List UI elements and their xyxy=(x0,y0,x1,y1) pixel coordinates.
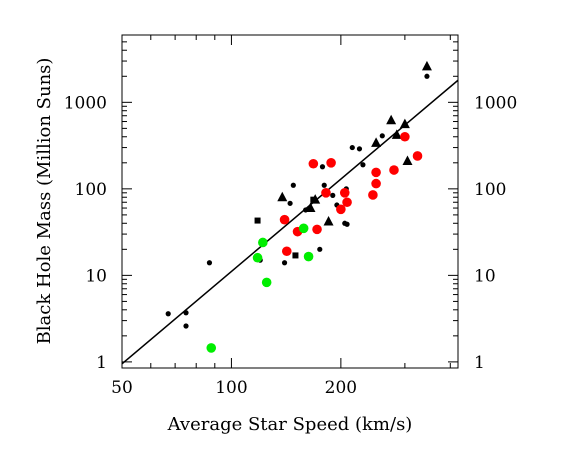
data-point-dot xyxy=(330,192,336,199)
data-point-square xyxy=(254,217,261,224)
data-point-circle xyxy=(321,188,331,198)
data-point-triangle xyxy=(421,60,432,71)
data-point-circle xyxy=(261,277,272,288)
y-tick-label-right: 1 xyxy=(474,353,485,373)
data-point-triangle xyxy=(371,137,382,147)
y-tick-label-right: 100 xyxy=(474,180,506,200)
data-point-circle xyxy=(339,188,350,198)
fit-line xyxy=(121,79,459,365)
y-tick-label: 1000 xyxy=(64,93,107,113)
data-point-circle xyxy=(412,151,423,161)
data-point-dot xyxy=(360,162,366,168)
plot-frame xyxy=(121,34,459,369)
data-point-circle xyxy=(371,178,381,189)
data-point-circle xyxy=(206,343,217,353)
plot-border xyxy=(121,34,459,369)
y-tick-label: 1 xyxy=(96,353,107,373)
data-point-dot xyxy=(206,260,213,266)
data-point-circle xyxy=(326,158,336,168)
data-point-circle xyxy=(336,204,346,215)
y-tick-label-right: 1000 xyxy=(474,93,517,113)
data-points xyxy=(165,60,432,353)
data-point-circle xyxy=(389,165,399,175)
data-point-circle xyxy=(342,197,352,208)
data-point-dot xyxy=(183,310,189,316)
y-tick-label: 10 xyxy=(85,266,107,286)
data-point-dot xyxy=(165,311,171,317)
data-point-circle xyxy=(279,214,290,225)
data-point-circle xyxy=(252,252,263,263)
y-axis-label: Black Hole Mass (Million Suns) xyxy=(34,58,55,345)
data-point-dot xyxy=(290,182,296,188)
data-point-dot xyxy=(379,133,385,139)
data-point-circle xyxy=(303,251,314,262)
data-point-triangle xyxy=(277,191,288,202)
data-point-triangle xyxy=(402,155,413,165)
fit-line-group xyxy=(121,79,459,365)
data-point-dot xyxy=(319,164,326,170)
data-point-dot xyxy=(321,182,327,188)
data-point-circle xyxy=(281,246,292,257)
data-point-circle xyxy=(258,237,268,248)
data-point-dot xyxy=(349,144,355,151)
data-point-dot xyxy=(183,323,189,329)
tick-labels: 50 100 200 1 1 10 10 100 100 1000 1000 xyxy=(64,93,518,398)
data-point-triangle xyxy=(399,118,410,129)
data-point-dot xyxy=(317,246,323,252)
data-point-triangle xyxy=(323,215,334,226)
data-point-triangle xyxy=(391,129,402,139)
data-point-circle xyxy=(368,190,378,200)
data-point-triangle xyxy=(386,114,397,125)
data-point-dot xyxy=(287,200,293,206)
data-point-dot xyxy=(356,146,363,152)
data-point-circle xyxy=(298,223,309,234)
y-tick-label-right: 10 xyxy=(474,266,496,286)
data-point-circle xyxy=(400,131,410,142)
x-tick-label: 200 xyxy=(325,378,357,398)
data-point-dot xyxy=(344,221,350,227)
data-point-circle xyxy=(308,158,319,169)
data-point-circle xyxy=(371,167,381,178)
data-point-triangle xyxy=(310,194,321,204)
data-point-circle xyxy=(312,224,322,235)
data-point-square xyxy=(292,252,299,259)
data-point-dot xyxy=(424,73,430,79)
x-tick-label: 100 xyxy=(215,378,247,398)
data-point-dot xyxy=(281,260,288,266)
x-tick-label: 50 xyxy=(111,378,133,398)
data-point-triangle xyxy=(305,202,316,213)
y-tick-label: 100 xyxy=(75,180,107,200)
axis-ticks xyxy=(121,34,458,368)
x-axis-label: Average Star Speed (km/s) xyxy=(167,414,413,435)
